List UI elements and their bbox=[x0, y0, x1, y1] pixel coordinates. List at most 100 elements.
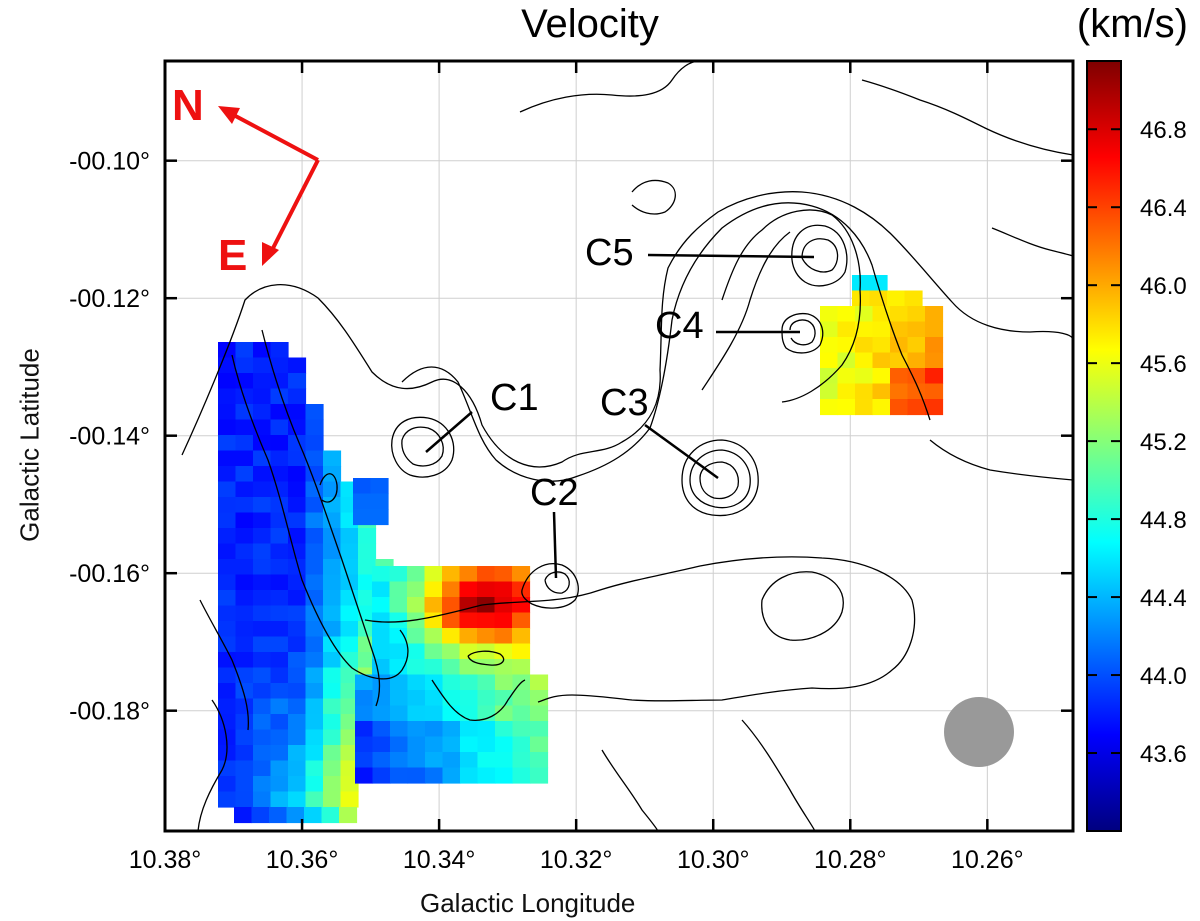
velocity-pixel bbox=[305, 419, 324, 436]
velocity-pixel bbox=[305, 714, 324, 731]
velocity-pixel bbox=[270, 698, 289, 715]
velocity-pixel bbox=[494, 566, 513, 583]
velocity-pixel bbox=[425, 721, 444, 738]
velocity-pixel bbox=[323, 621, 342, 638]
velocity-pixel bbox=[855, 399, 874, 416]
velocity-pixel bbox=[353, 493, 372, 510]
velocity-pixel bbox=[235, 497, 254, 514]
contour-right-edge bbox=[991, 227, 1073, 257]
velocity-pixel bbox=[270, 559, 289, 576]
velocity-pixel bbox=[340, 698, 359, 715]
velocity-pixel bbox=[820, 399, 839, 416]
velocity-pixel bbox=[253, 683, 272, 700]
velocity-pixel bbox=[424, 597, 443, 614]
colorbar-ticks bbox=[1087, 128, 1121, 755]
velocity-pixel bbox=[235, 543, 254, 560]
c2-leader bbox=[552, 511, 558, 579]
velocity-pixel bbox=[305, 760, 324, 777]
velocity-pixel bbox=[872, 306, 891, 323]
velocity-pixel bbox=[270, 435, 289, 452]
velocity-pixel bbox=[218, 574, 237, 591]
velocity-pixel bbox=[425, 690, 444, 707]
velocity-pixel bbox=[253, 419, 272, 436]
velocity-pixel bbox=[372, 597, 391, 614]
velocity-pixel bbox=[270, 419, 289, 436]
velocity-pixel bbox=[253, 543, 272, 560]
velocity-pixel bbox=[253, 621, 272, 638]
velocity-pixel bbox=[253, 528, 272, 545]
velocity-pixel bbox=[477, 581, 496, 598]
velocity-pixel bbox=[370, 509, 389, 526]
velocity-pixel bbox=[218, 450, 237, 467]
velocity-pixel bbox=[907, 321, 926, 338]
velocity-pixel bbox=[389, 659, 408, 676]
velocity-pixel bbox=[925, 321, 944, 338]
velocity-pixel bbox=[442, 597, 461, 614]
y-tick-label: -00.18° bbox=[69, 698, 150, 726]
velocity-pixel bbox=[270, 760, 289, 777]
velocity-pixel bbox=[925, 383, 944, 400]
velocity-pixel bbox=[442, 612, 461, 629]
velocity-pixel bbox=[890, 383, 909, 400]
velocity-pixel bbox=[253, 652, 272, 669]
c5-label: C5 bbox=[585, 232, 634, 274]
velocity-pixel bbox=[288, 745, 307, 762]
core-annotations bbox=[425, 253, 815, 579]
velocity-pixel bbox=[407, 767, 426, 784]
velocity-pixel bbox=[358, 590, 377, 607]
velocity-pixel bbox=[305, 683, 324, 700]
velocity-pixel bbox=[852, 275, 871, 292]
c1-label: C1 bbox=[490, 377, 539, 419]
velocity-pixel bbox=[305, 435, 324, 452]
velocity-pixel bbox=[358, 621, 377, 638]
velocity-pixel bbox=[855, 337, 874, 354]
velocity-pixel bbox=[855, 321, 874, 338]
velocity-pixel bbox=[442, 767, 461, 784]
velocity-pixel bbox=[358, 574, 377, 591]
x-tick-label: 10.30° bbox=[677, 846, 750, 874]
velocity-pixel bbox=[390, 721, 409, 738]
velocity-pixel bbox=[425, 767, 444, 784]
velocity-pixel bbox=[372, 767, 391, 784]
contour-west-2 bbox=[261, 329, 381, 707]
velocity-pixel bbox=[305, 652, 324, 669]
velocity-pixel bbox=[530, 752, 549, 769]
velocity-pixel bbox=[477, 674, 496, 691]
velocity-pixel bbox=[340, 636, 359, 653]
velocity-pixel bbox=[530, 674, 549, 691]
velocity-pixel bbox=[269, 807, 288, 824]
velocity-pixel bbox=[305, 450, 324, 467]
velocity-pixel bbox=[855, 306, 874, 323]
velocity-pixel bbox=[270, 357, 289, 374]
velocity-pixel bbox=[253, 667, 272, 684]
velocity-pixel bbox=[288, 605, 307, 622]
velocity-pixel bbox=[288, 419, 307, 436]
velocity-pixel bbox=[270, 683, 289, 700]
y-tick-label: -00.16° bbox=[69, 560, 150, 588]
velocity-pixel bbox=[425, 752, 444, 769]
colorbar: 46.8 46.4 46.0 45.6 45.2 44.8 44.4 44.0 43.6 bbox=[1086, 60, 1187, 832]
velocity-pixel bbox=[288, 497, 307, 514]
velocity-pixel bbox=[390, 767, 409, 784]
velocity-pixel bbox=[370, 478, 389, 495]
y-tick-labels: -00.10° -00.12° -00.14° -00.16° -00.18° bbox=[69, 148, 150, 726]
velocity-pixel bbox=[390, 752, 409, 769]
velocity-pixel bbox=[837, 399, 856, 416]
contour-outer-2 bbox=[929, 439, 1073, 481]
velocity-pixel bbox=[355, 736, 374, 753]
velocity-pixel bbox=[495, 752, 514, 769]
velocity-pixel bbox=[872, 399, 891, 416]
velocity-pixel bbox=[323, 791, 342, 808]
colorbar-tick-label: 44.8 bbox=[1140, 507, 1187, 534]
velocity-pixel bbox=[407, 690, 426, 707]
velocity-pixel bbox=[372, 612, 391, 629]
velocity-pixel bbox=[907, 399, 926, 416]
velocity-pixel bbox=[253, 714, 272, 731]
velocity-pixel bbox=[305, 466, 324, 483]
velocity-pixel bbox=[270, 729, 289, 746]
velocity-pixel bbox=[442, 628, 461, 645]
plot-frame bbox=[163, 59, 1075, 833]
colorbar-tick-label: 44.0 bbox=[1140, 663, 1187, 690]
colorbar-tick-label: 44.4 bbox=[1140, 585, 1187, 612]
